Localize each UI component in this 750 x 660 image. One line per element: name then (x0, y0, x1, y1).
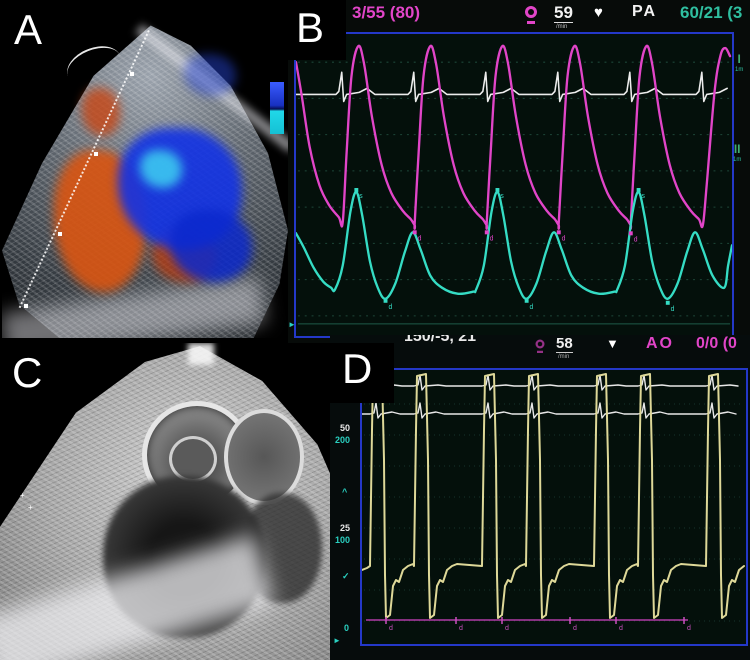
svg-text:d: d (562, 235, 566, 242)
svg-text:d: d (418, 235, 422, 242)
sector-apex-highlight (188, 343, 214, 365)
scale-up-chevron-icon: ^ (342, 487, 348, 497)
b-waveform-display: d d d d s s s d d d (296, 44, 732, 325)
alarm-paused-icon (535, 339, 545, 353)
ao-pressure-value: 150/-5, 21 (404, 335, 477, 345)
channel-arrow-icon: ► (333, 636, 341, 645)
caliper-marker (24, 304, 28, 308)
svg-text:s: s (641, 193, 645, 200)
svg-text:d: d (459, 625, 463, 632)
doppler-color-scale-bar (270, 82, 284, 134)
aux-pressure-value: 60/21 (3 (680, 3, 743, 22)
heart-beat-icon: ♥ (594, 4, 603, 21)
caliper-marker (130, 72, 134, 76)
alarm-paused-icon (525, 6, 537, 24)
scale-label-25: 25 (340, 523, 351, 533)
ecg-lead-label-1: I 1m (735, 52, 744, 76)
panel-letter-patch (330, 343, 394, 403)
scale-check-icon: ✓ (342, 571, 350, 581)
heart-rate-value: 59 (554, 3, 573, 23)
heart-rate-unit: /min (556, 24, 568, 30)
panel-letter-a: A (14, 6, 43, 53)
panel-b-pa-monitor: d d d d s s s d d d 3/55 (80) 59 /min ♥ PA 60/21 … (288, 0, 750, 345)
doppler-flow-blue-upper (184, 54, 236, 96)
panel-a-color-doppler-echo: A (2, 2, 288, 338)
b-waveform-box: d d d d s s s d d d (294, 32, 734, 338)
pressure-site-label: PA (632, 3, 658, 20)
lead-1-text: I (737, 52, 741, 66)
panel-letter-patch (288, 0, 346, 60)
panel-d-ao-monitor: d d d d d d 150/-5, 21 58 /min ▼ AO 0/0 (0 50… (330, 335, 750, 660)
scale-label-0: 0 (344, 623, 350, 633)
scale-label-100: 100 (335, 535, 351, 545)
heart-beat-icon: ▼ (606, 336, 619, 351)
svg-text:d: d (530, 304, 534, 311)
caliper-marker (58, 232, 62, 236)
doppler-flow-cyan (140, 150, 182, 188)
heart-rate-unit: /min (558, 354, 570, 360)
svg-text:d: d (573, 625, 577, 632)
svg-text:d: d (505, 625, 509, 632)
pressure-site-label: AO (646, 335, 674, 352)
scale-label-50: 50 (340, 423, 351, 433)
caliper-marker (94, 152, 98, 156)
panel-letter-d: D (342, 345, 373, 392)
lead-1-sub: 1m (735, 67, 744, 73)
doppler-flow-red-small (82, 88, 120, 136)
valve-cusp-outline (169, 436, 217, 482)
svg-text:d: d (619, 625, 623, 632)
panel-letter-b: B (296, 4, 325, 51)
svg-text:d: d (687, 625, 691, 632)
svg-text:d: d (671, 306, 675, 313)
lead-2-text: II (733, 142, 741, 156)
svg-text:d: d (388, 304, 392, 311)
atrial-chamber-outline (224, 409, 304, 505)
scale-label-200: 200 (335, 435, 351, 445)
panel-letter-c: C (12, 349, 43, 396)
depth-marker: + (20, 491, 25, 500)
pa-pressure-value: 3/55 (80) (352, 3, 421, 22)
doppler-flow-blue-lower (170, 210, 252, 282)
heart-rate-value: 58 (556, 335, 573, 353)
svg-text:d: d (634, 236, 638, 243)
aux-pressure-value: 0/0 (0 (696, 335, 737, 352)
depth-marker: + (28, 503, 33, 512)
channel-arrow-icon: ► (288, 320, 296, 329)
svg-text:s: s (359, 193, 363, 200)
panel-c-grayscale-echo: + + C (0, 343, 345, 660)
ecg-lead-label-2: II 1m (733, 142, 742, 166)
svg-text:s: s (500, 193, 504, 200)
lead-2-sub: 1m (733, 157, 742, 163)
svg-text:d: d (490, 235, 494, 242)
svg-text:d: d (389, 625, 393, 632)
